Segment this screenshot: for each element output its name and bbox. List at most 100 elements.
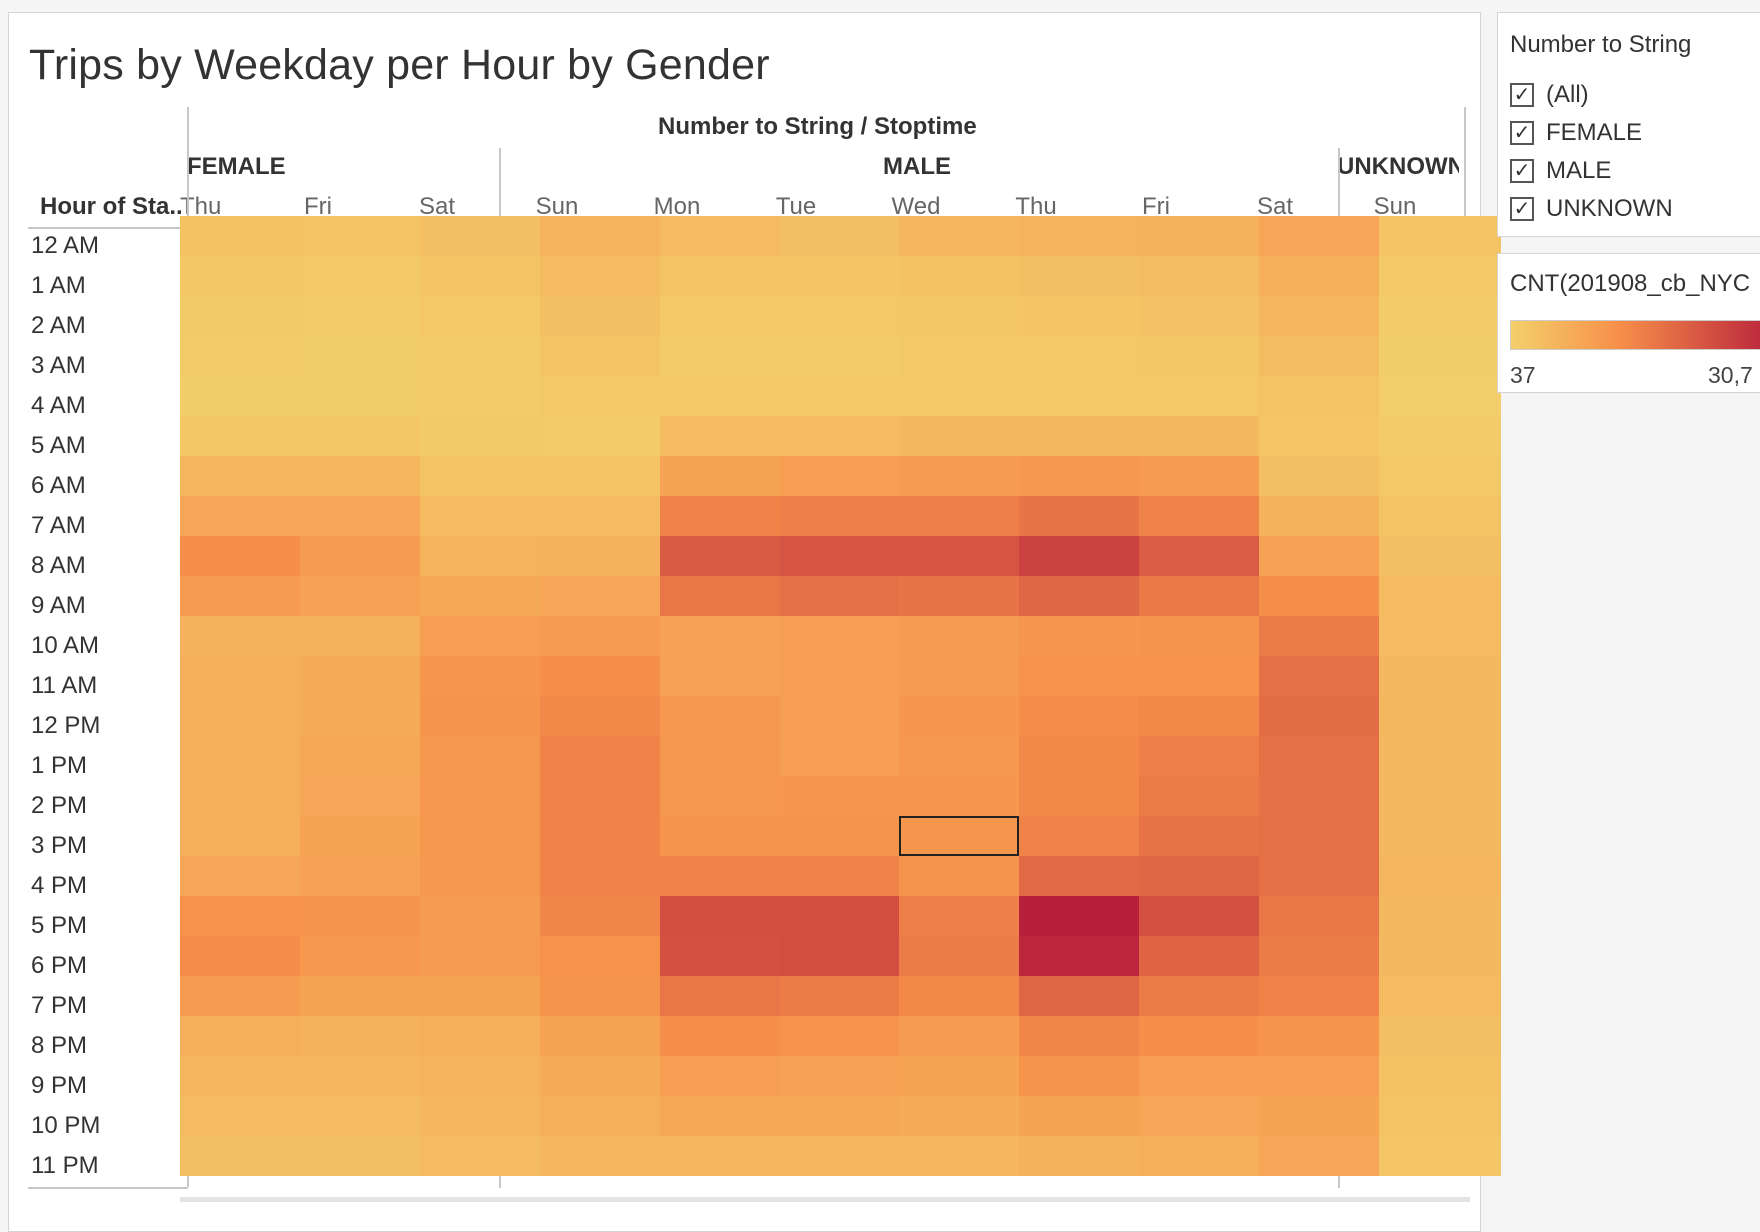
heatmap-cell[interactable] bbox=[180, 456, 300, 496]
heatmap-cell[interactable] bbox=[540, 1016, 660, 1056]
heatmap-cell[interactable] bbox=[1019, 576, 1139, 616]
heatmap-cell[interactable] bbox=[899, 976, 1019, 1016]
heatmap-cell[interactable] bbox=[1139, 1096, 1259, 1136]
heatmap-cell[interactable] bbox=[180, 816, 300, 856]
heatmap-cell[interactable] bbox=[1139, 856, 1259, 896]
heatmap-cell[interactable] bbox=[1259, 416, 1379, 456]
heatmap-cell[interactable] bbox=[780, 1056, 900, 1096]
heatmap-cell[interactable] bbox=[540, 536, 660, 576]
heatmap-cell[interactable] bbox=[1259, 216, 1379, 256]
heatmap-cell[interactable] bbox=[180, 776, 300, 816]
heatmap-cell[interactable] bbox=[899, 1056, 1019, 1096]
heatmap-cell[interactable] bbox=[540, 736, 660, 776]
heatmap-cell[interactable] bbox=[420, 1056, 540, 1096]
heatmap-cell[interactable] bbox=[780, 696, 900, 736]
heatmap-cell[interactable] bbox=[1379, 576, 1501, 616]
checkbox-icon[interactable]: ✓ bbox=[1510, 159, 1534, 183]
heatmap-cell[interactable] bbox=[1259, 816, 1379, 856]
heatmap-cell[interactable] bbox=[899, 336, 1019, 376]
heatmap-cell[interactable] bbox=[420, 336, 540, 376]
heatmap-cell[interactable] bbox=[180, 416, 300, 456]
heatmap-cell[interactable] bbox=[1139, 1056, 1259, 1096]
heatmap-cell[interactable] bbox=[300, 896, 420, 936]
heatmap-cell[interactable] bbox=[300, 216, 420, 256]
heatmap-cell[interactable] bbox=[180, 336, 300, 376]
heatmap-cell[interactable] bbox=[1379, 416, 1501, 456]
heatmap-cell[interactable] bbox=[1139, 376, 1259, 416]
heatmap-cell[interactable] bbox=[1139, 456, 1259, 496]
heatmap-cell[interactable] bbox=[300, 656, 420, 696]
heatmap-cell[interactable] bbox=[420, 456, 540, 496]
heatmap-cell[interactable] bbox=[660, 736, 780, 776]
heatmap-cell[interactable] bbox=[780, 456, 900, 496]
heatmap-cell[interactable] bbox=[1139, 816, 1259, 856]
heatmap-cell[interactable] bbox=[1019, 336, 1139, 376]
heatmap-cell[interactable] bbox=[780, 296, 900, 336]
heatmap-cell[interactable] bbox=[1259, 1056, 1379, 1096]
heatmap-cell[interactable] bbox=[1019, 376, 1139, 416]
heatmap-cell[interactable] bbox=[420, 856, 540, 896]
heatmap-cell[interactable] bbox=[780, 816, 900, 856]
heatmap-cell[interactable] bbox=[780, 936, 900, 976]
heatmap-cell[interactable] bbox=[1019, 816, 1139, 856]
gender-header-unknown[interactable]: UNKNOWN bbox=[1337, 153, 1459, 180]
heatmap-cell[interactable] bbox=[660, 816, 780, 856]
heatmap-cell[interactable] bbox=[420, 496, 540, 536]
heatmap-cell[interactable] bbox=[899, 296, 1019, 336]
heatmap-cell[interactable] bbox=[180, 696, 300, 736]
heatmap-cell[interactable] bbox=[1139, 976, 1259, 1016]
heatmap-cell[interactable] bbox=[180, 856, 300, 896]
heatmap-cell[interactable] bbox=[660, 416, 780, 456]
heatmap-cell[interactable] bbox=[540, 256, 660, 296]
heatmap-cell[interactable] bbox=[780, 576, 900, 616]
heatmap-cell[interactable] bbox=[1259, 576, 1379, 616]
heatmap-cell[interactable] bbox=[1019, 416, 1139, 456]
heatmap-cell[interactable] bbox=[899, 416, 1019, 456]
checkbox-icon[interactable]: ✓ bbox=[1510, 121, 1534, 145]
heatmap-cell[interactable] bbox=[420, 656, 540, 696]
heatmap-cell[interactable] bbox=[1019, 976, 1139, 1016]
heatmap-cell[interactable] bbox=[300, 616, 420, 656]
heatmap-cell[interactable] bbox=[1379, 776, 1501, 816]
heatmap-cell[interactable] bbox=[780, 976, 900, 1016]
checkbox-icon[interactable]: ✓ bbox=[1510, 83, 1534, 107]
heatmap-cell[interactable] bbox=[1379, 296, 1501, 336]
heatmap-cell[interactable] bbox=[420, 816, 540, 856]
heatmap-cell[interactable] bbox=[1019, 536, 1139, 576]
heatmap-cell[interactable] bbox=[540, 1096, 660, 1136]
heatmap-cell[interactable] bbox=[899, 496, 1019, 536]
heatmap-cell[interactable] bbox=[540, 496, 660, 536]
heatmap-cell[interactable] bbox=[1379, 256, 1501, 296]
heatmap-cell[interactable] bbox=[180, 976, 300, 1016]
heatmap-cell[interactable] bbox=[540, 856, 660, 896]
heatmap-cell[interactable] bbox=[420, 1016, 540, 1056]
heatmap-cell[interactable] bbox=[899, 776, 1019, 816]
heatmap-cell[interactable] bbox=[1139, 256, 1259, 296]
horizontal-scrollbar[interactable] bbox=[180, 1197, 1470, 1202]
heatmap-cell[interactable] bbox=[1139, 1016, 1259, 1056]
heatmap-cell[interactable] bbox=[420, 376, 540, 416]
heatmap-cell[interactable] bbox=[420, 416, 540, 456]
heatmap-cell[interactable] bbox=[1259, 256, 1379, 296]
heatmap-cell[interactable] bbox=[300, 296, 420, 336]
heatmap-cell[interactable] bbox=[300, 1136, 420, 1176]
heatmap-cell[interactable] bbox=[899, 1136, 1019, 1176]
heatmap-cell[interactable] bbox=[899, 256, 1019, 296]
heatmap-cell[interactable] bbox=[1259, 376, 1379, 416]
heatmap-cell[interactable] bbox=[420, 736, 540, 776]
heatmap-cell[interactable] bbox=[300, 816, 420, 856]
heatmap-cell[interactable] bbox=[540, 936, 660, 976]
heatmap-cell[interactable] bbox=[540, 976, 660, 1016]
heatmap-cell[interactable] bbox=[300, 776, 420, 816]
filter-item-all[interactable]: ✓ (All) bbox=[1510, 80, 1589, 110]
heatmap-cell[interactable] bbox=[660, 376, 780, 416]
heatmap-cell[interactable] bbox=[1139, 336, 1259, 376]
heatmap-cell[interactable] bbox=[180, 616, 300, 656]
heatmap-cell[interactable] bbox=[660, 696, 780, 736]
heatmap-cell[interactable] bbox=[899, 696, 1019, 736]
heatmap-cell[interactable] bbox=[899, 576, 1019, 616]
heatmap-cell[interactable] bbox=[540, 896, 660, 936]
heatmap-cell[interactable] bbox=[780, 536, 900, 576]
heatmap-cell[interactable] bbox=[899, 656, 1019, 696]
heatmap-cell[interactable] bbox=[420, 576, 540, 616]
